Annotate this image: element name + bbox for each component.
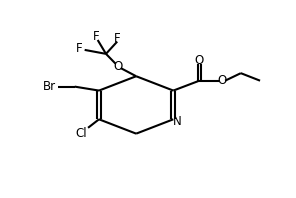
Text: F: F — [76, 42, 83, 55]
Text: O: O — [113, 60, 123, 73]
Text: Br: Br — [43, 80, 56, 93]
Text: F: F — [114, 31, 121, 45]
Text: O: O — [217, 74, 226, 87]
Text: Cl: Cl — [75, 127, 87, 140]
Text: F: F — [93, 30, 99, 43]
Text: O: O — [195, 54, 204, 67]
Text: N: N — [173, 115, 181, 128]
